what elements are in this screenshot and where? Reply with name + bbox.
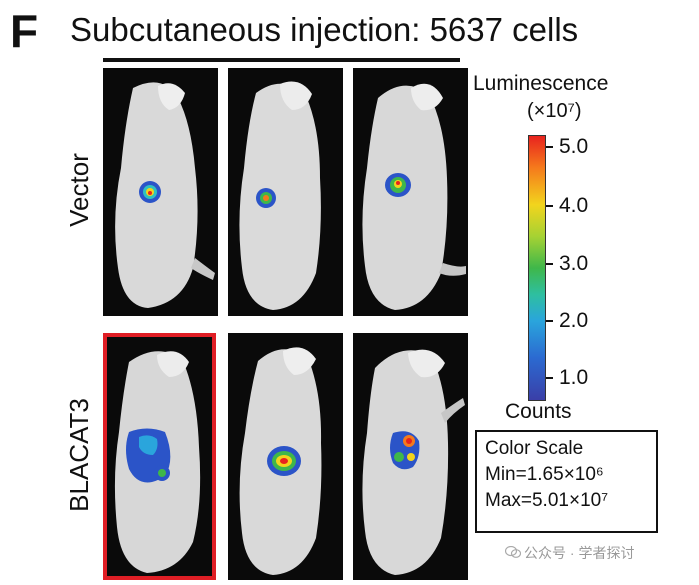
mouse-image-blacat3-1-highlighted: [103, 333, 216, 580]
colorbar-tick: [546, 205, 553, 207]
colorbar-tick-label: 1.0: [559, 366, 589, 389]
watermark: 公众号 · 学者探讨: [524, 545, 635, 561]
chat-bubble-icon: [505, 546, 521, 558]
colorbar: [528, 135, 546, 401]
colorbar-title: Luminescence: [473, 72, 609, 95]
colorbar-tick: [546, 146, 553, 148]
colorbar-tick-label: 5.0: [559, 135, 589, 158]
colorbar-tick: [546, 377, 553, 379]
color-scale-title: Color Scale: [485, 438, 584, 459]
colorbar-tick-label: 2.0: [559, 309, 589, 332]
colorbar-tick: [546, 263, 553, 265]
colorbar-tick-label: 4.0: [559, 194, 589, 217]
row-label-blacat3: BLACAT3: [64, 398, 94, 512]
mouse-image-blacat3-3: [353, 333, 468, 580]
color-scale-max: Max=5.01×10⁷: [485, 490, 609, 512]
colorbar-tick-label: 3.0: [559, 252, 589, 275]
colorbar-tick: [546, 320, 553, 322]
row-label-vector: Vector: [64, 153, 94, 227]
colorbar-counts-label: Counts: [505, 400, 572, 423]
title-underline: [103, 58, 460, 62]
mouse-image-blacat3-2: [228, 333, 343, 580]
color-scale-box: Color Scale Min=1.65×10⁶ Max=5.01×10⁷: [475, 430, 658, 533]
mouse-image-vector-3: [353, 68, 468, 316]
figure-title: Subcutaneous injection: 5637 cells: [70, 11, 579, 48]
mouse-image-vector-1: [103, 68, 218, 316]
color-scale-min: Min=1.65×10⁶: [485, 464, 604, 486]
colorbar-unit: (×10⁷): [527, 100, 582, 122]
panel-letter: F: [10, 5, 39, 57]
mouse-image-vector-2: [228, 68, 343, 316]
